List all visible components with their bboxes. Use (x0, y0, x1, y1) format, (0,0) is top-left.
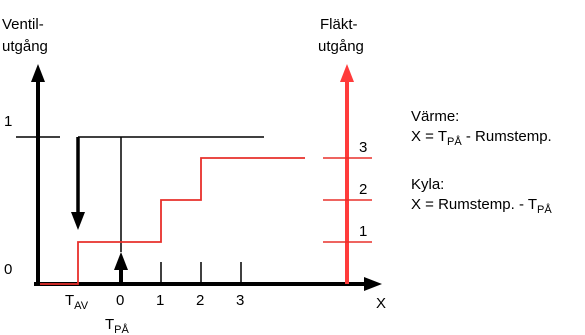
t-pa-label: TPÅ (105, 316, 130, 335)
fan-axis-label-line1: Fläkt- (320, 16, 358, 33)
x-tick-label-3: 3 (236, 292, 244, 309)
x-tick-label-0: 0 (116, 292, 124, 309)
x-tick-label-2: 2 (196, 292, 204, 309)
valve-axis-label-line1: Ventil- (2, 16, 44, 33)
fan-axis-arrowhead (340, 64, 354, 82)
valve-axis-arrowhead (31, 64, 45, 82)
fan-step-curve (40, 157, 305, 285)
fan-axis-label-line2: utgång (318, 38, 364, 55)
t-av-label: TAV (65, 292, 89, 312)
x-axis-label: X (376, 295, 386, 312)
valve-off-arrow (71, 212, 85, 230)
cool-title: Kyla: (411, 176, 445, 193)
valve-axis-label-line2: utgång (2, 38, 48, 55)
heat-title: Värme: (411, 108, 460, 125)
valve-on-arrow (114, 252, 128, 270)
fan-tick-label-2: 2 (359, 181, 367, 198)
valve-tick-label-1: 1 (4, 113, 12, 130)
cool-formula: X = Rumstemp. - TPÅ (411, 196, 552, 216)
valve-tick-label-0: 0 (4, 261, 12, 278)
x-axis-arrowhead (364, 277, 382, 291)
fan-tick-label-3: 3 (359, 139, 367, 156)
fan-tick-label-1: 1 (359, 223, 367, 240)
x-tick-label-1: 1 (156, 292, 164, 309)
heat-formula: X = TPÅ - Rumstemp. (411, 128, 552, 148)
